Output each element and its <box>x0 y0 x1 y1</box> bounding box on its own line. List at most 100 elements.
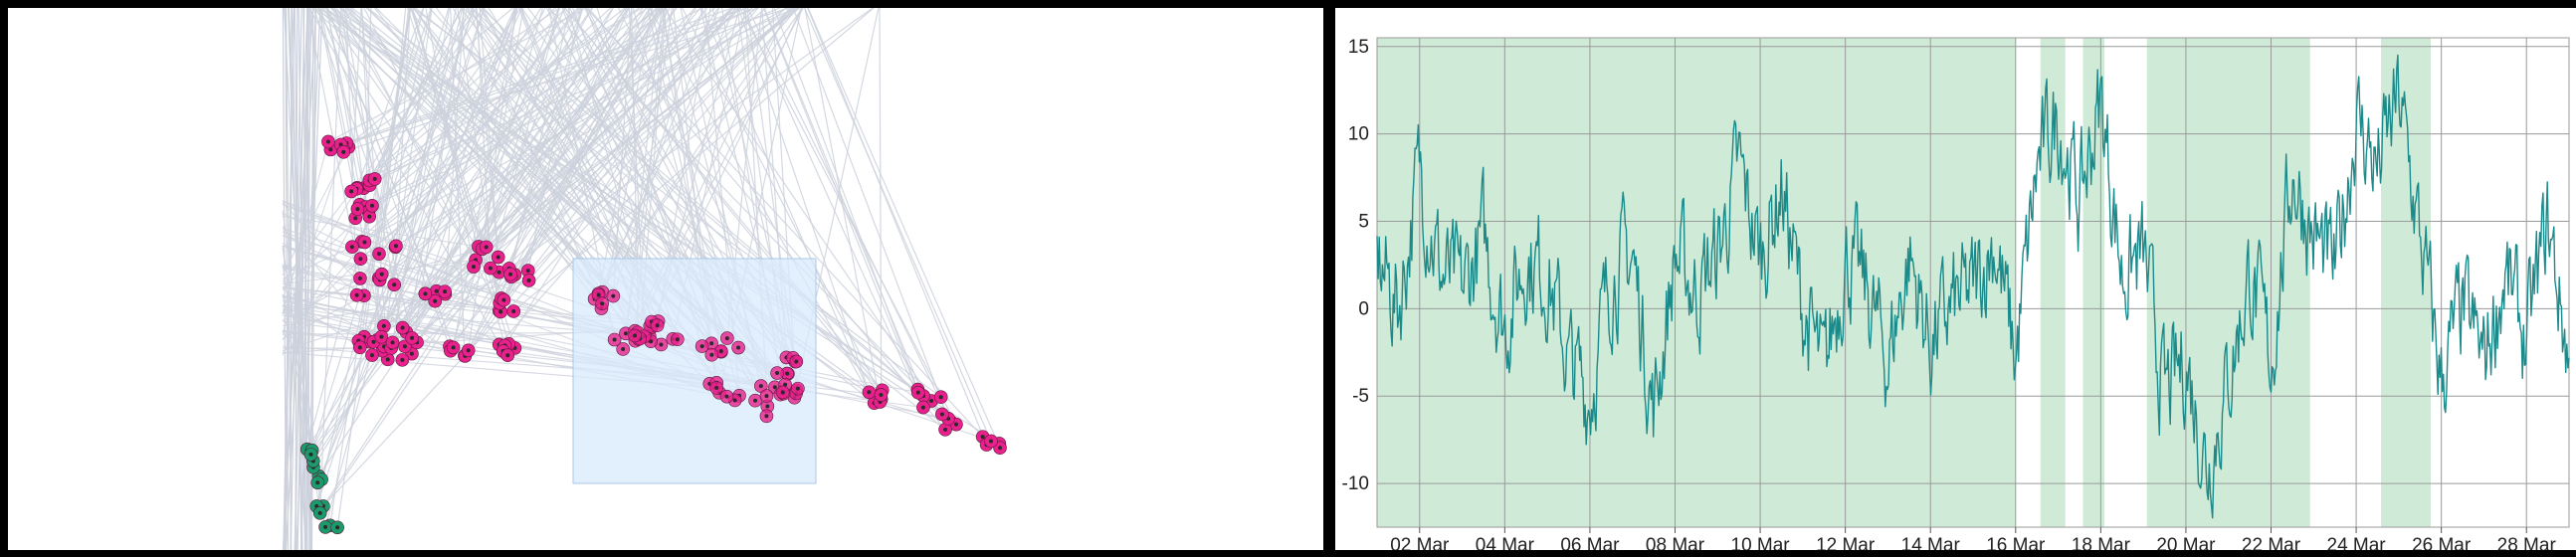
graph-node[interactable] <box>780 366 794 381</box>
graph-node[interactable] <box>770 366 784 380</box>
x-tick-label: 20 Mar <box>2156 535 2216 550</box>
graph-node[interactable] <box>984 434 998 449</box>
graph-node[interactable] <box>862 385 877 400</box>
y-tick-label: -10 <box>1342 473 1369 494</box>
graph-node[interactable] <box>321 134 335 149</box>
graph-node[interactable] <box>759 409 774 424</box>
graph-node[interactable] <box>789 354 804 369</box>
graph-node[interactable] <box>628 328 642 343</box>
graph-edge <box>299 8 323 550</box>
graph-node[interactable] <box>935 407 949 422</box>
graph-node[interactable] <box>353 252 368 266</box>
graph-node[interactable] <box>874 388 889 402</box>
graph-node[interactable] <box>312 506 327 520</box>
graph-edge <box>612 8 633 296</box>
graph-node[interactable] <box>910 385 925 400</box>
graph-node[interactable] <box>709 381 723 395</box>
graph-edge <box>312 8 1000 445</box>
graph-node[interactable] <box>791 381 805 396</box>
graph-edge <box>316 8 518 483</box>
graph-node[interactable] <box>365 198 379 213</box>
graph-node[interactable] <box>418 286 433 301</box>
graph-edge <box>547 8 952 423</box>
graph-node[interactable] <box>374 267 389 281</box>
graph-node[interactable] <box>503 267 517 281</box>
graph-node[interactable] <box>395 353 410 367</box>
graph-node[interactable] <box>616 342 630 356</box>
x-axis-ticks: 02 Mar 04 Mar 06 Mar 08 Mar 10 Mar 12 Mar 14 M… <box>1390 527 2556 550</box>
graph-node[interactable] <box>336 145 351 159</box>
graph-edge <box>391 8 451 343</box>
graph-node[interactable] <box>720 331 734 345</box>
graph-node[interactable] <box>395 320 410 335</box>
graph-node[interactable] <box>389 239 403 254</box>
graph-node[interactable] <box>330 520 344 535</box>
graph-node[interactable] <box>938 423 952 437</box>
graph-node[interactable] <box>349 287 364 302</box>
graph-node[interactable] <box>500 348 515 363</box>
graph-node[interactable] <box>344 184 358 199</box>
graph-node[interactable] <box>704 347 719 362</box>
graph-edge <box>282 8 288 550</box>
y-tick-label: 15 <box>1348 37 1369 58</box>
graph-edge <box>879 8 883 400</box>
graph-node[interactable] <box>671 332 685 347</box>
graph-node[interactable] <box>521 274 536 287</box>
graph-node[interactable] <box>595 296 609 310</box>
graph-edge <box>317 8 385 347</box>
graph-node[interactable] <box>374 329 389 344</box>
graph-node[interactable] <box>775 385 790 400</box>
graph-edge <box>682 8 882 396</box>
graph-node[interactable] <box>377 318 391 333</box>
graph-node[interactable] <box>365 348 379 362</box>
graph-node[interactable] <box>385 335 400 350</box>
graph-node[interactable] <box>345 240 359 254</box>
graph-node[interactable] <box>372 247 386 261</box>
graph-node[interactable] <box>357 235 372 250</box>
graph-node[interactable] <box>484 261 497 276</box>
graph-node[interactable] <box>748 393 762 408</box>
graph-edge <box>393 8 411 285</box>
graph-node[interactable] <box>719 389 734 404</box>
graph-node[interactable] <box>367 172 382 186</box>
graph-node[interactable] <box>350 202 365 216</box>
graph-edge <box>312 8 523 462</box>
network-graph-panel[interactable] <box>8 8 1323 550</box>
graph-edge <box>310 8 663 456</box>
graph-node[interactable] <box>506 304 521 318</box>
graph-nodes[interactable] <box>299 134 1007 535</box>
graph-node[interactable] <box>428 293 443 308</box>
graph-node[interactable] <box>353 340 367 355</box>
graph-node[interactable] <box>310 475 325 490</box>
graph-edge <box>413 8 603 304</box>
graph-node[interactable] <box>731 340 745 355</box>
graph-node[interactable] <box>461 343 476 358</box>
graph-edge <box>350 8 641 192</box>
graph-node[interactable] <box>491 250 505 265</box>
graph-node[interactable] <box>916 400 930 415</box>
graph-edge <box>598 8 654 295</box>
x-tick-label: 12 Mar <box>1816 535 1876 550</box>
graph-node[interactable] <box>933 390 948 404</box>
graph-node[interactable] <box>353 272 367 285</box>
highlight-bands <box>1377 38 2431 527</box>
graph-edge <box>527 8 582 272</box>
graph-node[interactable] <box>607 332 622 347</box>
graph-node[interactable] <box>303 448 318 462</box>
graph-node[interactable] <box>405 330 419 345</box>
graph-node[interactable] <box>318 520 332 534</box>
graph-node[interactable] <box>438 284 452 298</box>
graph-node[interactable] <box>520 264 535 278</box>
graph-node[interactable] <box>694 339 709 353</box>
graph-node[interactable] <box>387 278 402 292</box>
graph-node[interactable] <box>496 292 511 307</box>
graph-node[interactable] <box>650 318 665 332</box>
graph-edge <box>379 8 735 280</box>
graph-node[interactable] <box>759 389 774 403</box>
network-graph[interactable] <box>8 8 1323 550</box>
graph-node[interactable] <box>479 240 494 255</box>
graph-edge <box>807 8 988 446</box>
graph-node[interactable] <box>606 288 621 303</box>
graph-node[interactable] <box>467 260 481 274</box>
graph-node[interactable] <box>446 340 461 355</box>
